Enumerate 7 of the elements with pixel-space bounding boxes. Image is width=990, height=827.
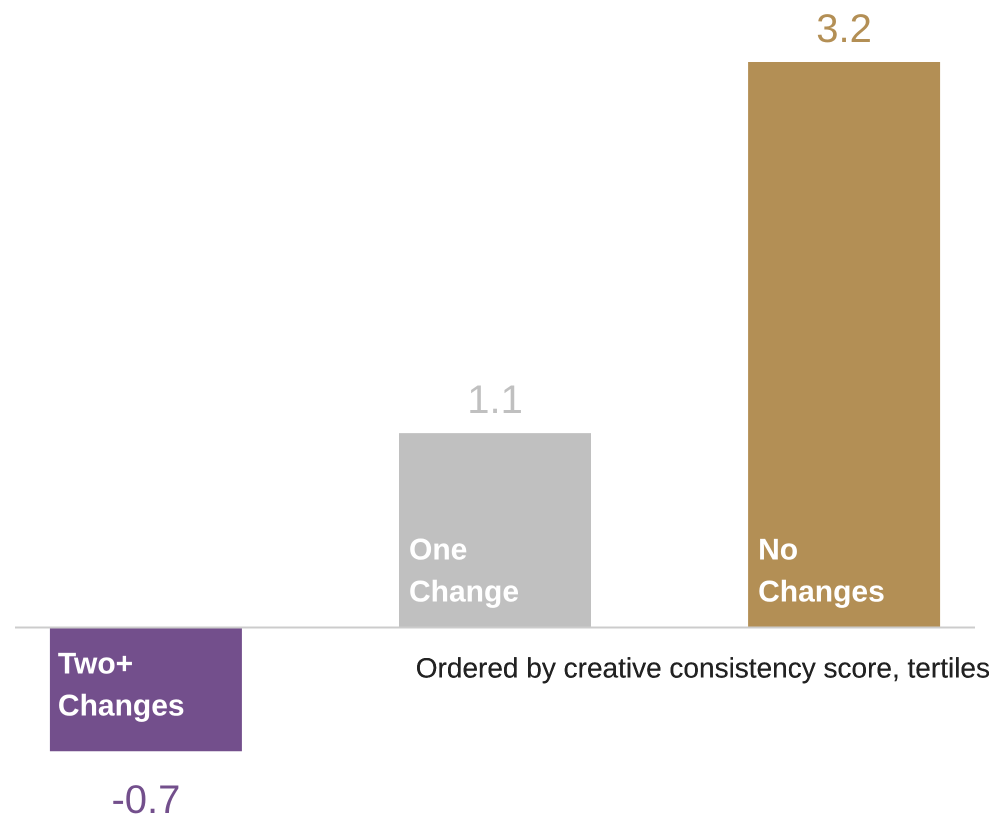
data-label: -0.7 — [111, 778, 180, 822]
data-label: 3.2 — [816, 7, 872, 52]
annotation: Ordered by creative consistency score, tertiles — [416, 652, 990, 684]
data-label: 1.1 — [467, 378, 523, 422]
x-tick-label: One Change — [409, 533, 520, 608]
x-tick-label: No Changes — [758, 533, 885, 608]
x-tick-label: Two+ Changes — [58, 647, 185, 722]
